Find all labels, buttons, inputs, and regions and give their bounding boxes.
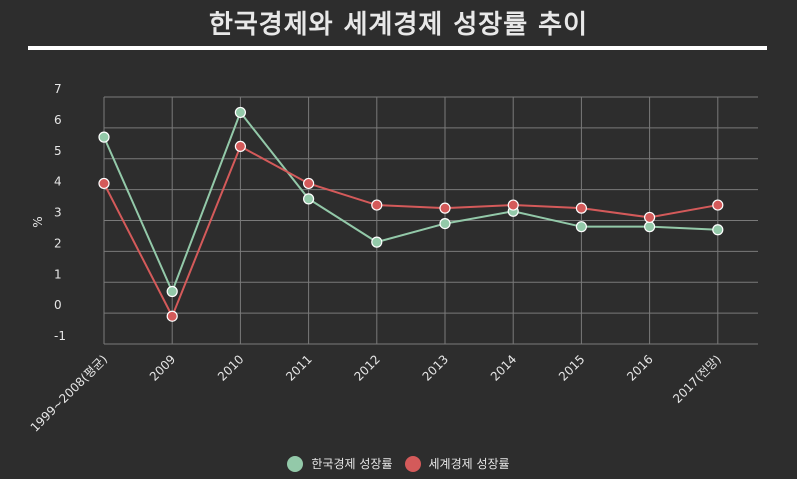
x-tick-label: 1999~2008(평균) <box>28 352 110 434</box>
data-point-1-9[interactable] <box>712 199 724 211</box>
y-tick-label: 5 <box>54 144 62 158</box>
grid-lines <box>103 96 758 345</box>
y-tick-label: 7 <box>54 82 62 96</box>
data-point-1-3[interactable] <box>303 177 315 190</box>
data-point-0-0[interactable] <box>98 131 110 143</box>
series-points <box>98 106 724 322</box>
data-point-0-2[interactable] <box>234 106 246 119</box>
x-tick-label: 2012 <box>351 352 382 383</box>
x-tick-label: 2015 <box>556 352 587 383</box>
y-tick-label: 3 <box>54 206 62 220</box>
legend-item-world[interactable]: 세계경제 성장률 <box>404 455 510 472</box>
data-point-0-5[interactable] <box>439 217 451 230</box>
data-point-1-7[interactable] <box>575 202 588 214</box>
x-tick-label: 2014 <box>488 352 519 383</box>
x-tick-label: 2017(전망) <box>670 352 724 406</box>
x-tick-label: 2009 <box>147 352 178 383</box>
y-tick-label: -1 <box>54 329 66 343</box>
data-point-1-8[interactable] <box>643 211 656 224</box>
x-tick-label: 2013 <box>420 352 451 383</box>
chart-title: 한국경제와 세계경제 성장률 추이 <box>208 10 589 40</box>
x-axis-ticks: 1999~2008(평균) 2009 2010 2011 2012 2013 2014 201… <box>28 352 724 434</box>
y-tick-label: 2 <box>54 236 62 250</box>
legend-label-korea: 한국경제 성장률 <box>311 457 393 471</box>
y-axis-label: % <box>31 216 45 227</box>
data-point-1-4[interactable] <box>371 199 383 211</box>
data-point-0-4[interactable] <box>371 236 383 248</box>
data-point-0-9[interactable] <box>712 224 724 236</box>
y-tick-label: 1 <box>54 267 62 281</box>
data-point-1-2[interactable] <box>234 140 246 152</box>
series-line-0 <box>103 110 718 295</box>
title-divider <box>28 46 767 50</box>
y-axis-ticks: 7 6 5 4 3 2 1 0 -1 <box>54 82 66 343</box>
legend-item-korea[interactable]: 한국경제 성장률 <box>287 455 393 472</box>
legend-label-world: 세계경제 성장률 <box>428 457 510 471</box>
data-point-1-5[interactable] <box>439 202 451 214</box>
x-tick-label: 2016 <box>624 352 655 383</box>
data-point-1-1[interactable] <box>166 310 178 322</box>
x-tick-label: 2010 <box>215 352 246 383</box>
data-point-0-7[interactable] <box>575 221 588 233</box>
data-point-0-3[interactable] <box>303 193 315 205</box>
legend-swatch-world <box>404 455 421 472</box>
legend-swatch-korea <box>287 455 304 472</box>
series-line-1 <box>103 144 718 319</box>
data-point-0-1[interactable] <box>166 285 178 298</box>
series-lines <box>103 110 718 319</box>
legend: 한국경제 성장률 세계경제 성장률 <box>0 455 797 472</box>
data-point-1-6[interactable] <box>507 199 519 211</box>
x-tick-label: 2011 <box>283 352 314 383</box>
data-point-1-0[interactable] <box>98 177 110 190</box>
y-tick-label: 6 <box>54 113 62 127</box>
y-tick-label: 4 <box>54 175 62 189</box>
y-tick-label: 0 <box>54 298 62 312</box>
data-point-0-8[interactable] <box>643 221 656 233</box>
